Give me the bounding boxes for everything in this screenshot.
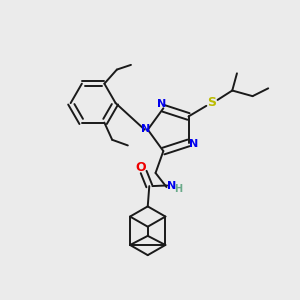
Text: S: S [208, 96, 217, 109]
Text: N: N [157, 99, 167, 109]
Text: N: N [167, 181, 176, 191]
Text: H: H [174, 184, 182, 194]
Text: N: N [189, 139, 198, 148]
Text: O: O [136, 160, 146, 173]
Text: N: N [141, 124, 150, 134]
